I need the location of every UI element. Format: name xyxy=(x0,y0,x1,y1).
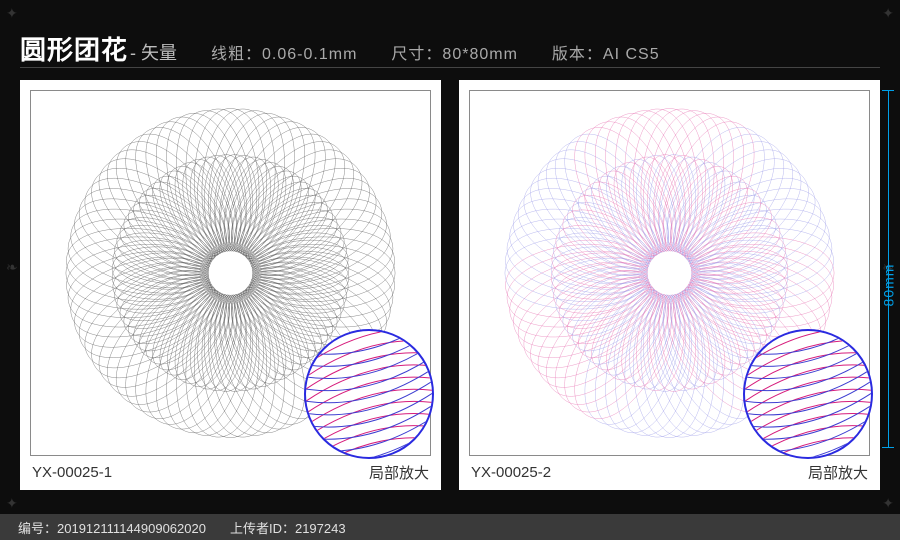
magnify-right xyxy=(743,329,873,459)
spec-value-lineweight: 0.06-0.1mm xyxy=(262,46,357,64)
page-title: 圆形团花 xyxy=(20,30,128,67)
guilloche-canvas-left xyxy=(30,90,431,456)
edge-decor: ✦ xyxy=(882,496,894,510)
meta-id: 编号：201912111144909062020 xyxy=(18,518,206,537)
magnify-svg-right xyxy=(745,331,873,459)
page-subtitle: - 矢量 xyxy=(130,39,177,65)
spec-label-lineweight: 线粗： xyxy=(211,40,262,64)
panel-left: YX-00025-1 局部放大 xyxy=(20,80,441,490)
panel-footer-right: YX-00025-2 局部放大 xyxy=(469,456,870,483)
spec-value-size: 80*80mm xyxy=(442,46,517,64)
design-code-left: YX-00025-1 xyxy=(32,464,112,481)
spec-label-size: 尺寸： xyxy=(391,40,442,64)
zoom-label-right: 局部放大 xyxy=(808,462,868,483)
edge-decor: ✦ xyxy=(6,6,18,20)
magnify-left xyxy=(304,329,434,459)
panels-container: YX-00025-1 局部放大 80mm YX-00025-2 局部放大 xyxy=(20,80,880,490)
panel-footer-left: YX-00025-1 局部放大 xyxy=(30,456,431,483)
footer-meta-bar: 编号：201912111144909062020 上传者ID：2197243 xyxy=(0,514,900,540)
dimension-label: 80mm xyxy=(881,264,897,307)
edge-decor: ✦ xyxy=(6,496,18,510)
zoom-label-left: 局部放大 xyxy=(369,462,429,483)
spec-value-version: AI CS5 xyxy=(603,46,660,64)
page-root: ✦ ✦ ❧ ❧ ✦ ✦ 昵图网 昵图网 昵图网 圆形团花 - 矢量 线粗： 0.… xyxy=(0,0,900,540)
edge-decor: ✦ xyxy=(882,6,894,20)
design-code-right: YX-00025-2 xyxy=(471,464,551,481)
magnify-svg-left xyxy=(306,331,434,459)
meta-uploader: 上传者ID：2197243 xyxy=(230,518,346,537)
guilloche-canvas-right xyxy=(469,90,870,456)
edge-decor: ❧ xyxy=(6,260,18,274)
spec-label-version: 版本： xyxy=(552,40,603,64)
header-bar: 圆形团花 - 矢量 线粗： 0.06-0.1mm 尺寸： 80*80mm 版本：… xyxy=(20,30,880,68)
panel-right: 80mm YX-00025-2 局部放大 xyxy=(459,80,880,490)
